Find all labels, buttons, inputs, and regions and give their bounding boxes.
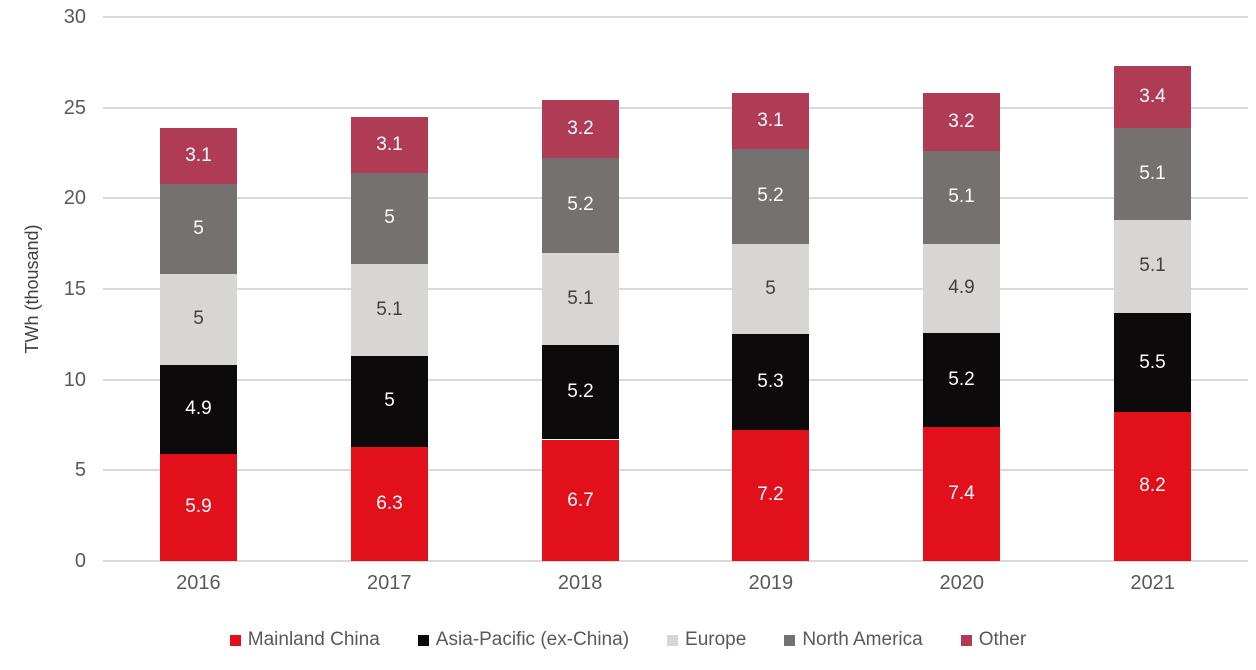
- gridline: [103, 469, 1248, 472]
- bar-segment-north-america: 5.1: [923, 151, 1000, 244]
- bar-segment-asia-pacific-ex-china: 5.3: [732, 334, 809, 431]
- bar-segment-north-america: 5.2: [542, 158, 619, 253]
- y-tick-label: 10: [63, 368, 86, 391]
- bar-segment-asia-pacific-ex-china: 5.2: [542, 345, 619, 440]
- y-tick-label: 25: [63, 96, 86, 119]
- bar-value-label: 3.1: [757, 110, 784, 132]
- y-tick-label: 5: [74, 459, 86, 482]
- bar-value-label: 6.3: [376, 492, 403, 514]
- bar-value-label: 7.4: [948, 482, 975, 504]
- y-tick-label: 20: [63, 187, 86, 210]
- bar-value-label: 3.1: [376, 133, 403, 155]
- legend-item-europe: Europe: [667, 629, 746, 651]
- bar-segment-europe: 5: [160, 274, 237, 366]
- x-tick-label: 2021: [1130, 572, 1175, 594]
- bar-value-label: 5: [384, 390, 395, 412]
- bar-segment-asia-pacific-ex-china: 5.5: [1114, 312, 1191, 413]
- gridline: [103, 378, 1248, 381]
- legend-label: Asia-Pacific (ex-China): [435, 629, 630, 650]
- bar-segment-mainland-china: 6.7: [542, 439, 619, 561]
- legend-label: Europe: [685, 629, 747, 650]
- bar-segment-europe: 5: [732, 243, 809, 335]
- x-tick-label: 2016: [176, 572, 221, 594]
- bar-value-label: 8.2: [1139, 475, 1166, 497]
- bar-segment-mainland-china: 7.4: [923, 426, 1000, 561]
- bar-value-label: 6.7: [567, 489, 594, 511]
- bar-value-label: 5.1: [376, 298, 403, 320]
- bar-value-label: 5: [193, 308, 204, 330]
- bar-value-label: 4.9: [185, 398, 212, 420]
- legend-label: Other: [978, 629, 1027, 650]
- bar-value-label: 5.1: [567, 287, 594, 309]
- bar-value-label: 3.4: [1139, 85, 1166, 107]
- bar-value-label: 5.5: [1139, 351, 1166, 373]
- gridline: [103, 197, 1248, 200]
- bar-segment-mainland-china: 6.3: [351, 446, 428, 561]
- legend-swatch-icon: [417, 634, 429, 646]
- bar-value-label: 5.2: [567, 381, 594, 403]
- gridline: [103, 560, 1248, 562]
- bar-value-label: 5.2: [948, 368, 975, 390]
- bar-segment-north-america: 5.1: [1114, 127, 1191, 221]
- gridline: [103, 106, 1248, 109]
- legend-swatch-icon: [784, 634, 796, 646]
- y-tick-label: 15: [63, 278, 86, 300]
- bar-value-label: 5.3: [757, 371, 784, 393]
- bar-segment-north-america: 5.2: [732, 149, 809, 244]
- bar-segment-europe: 5.1: [351, 263, 428, 357]
- bar-segment-mainland-china: 7.2: [732, 430, 809, 561]
- bar-value-label: 3.2: [567, 118, 594, 140]
- bar-value-label: 4.9: [948, 276, 975, 298]
- legend-item-mainland-china: Mainland China: [229, 629, 380, 651]
- bar-value-label: 5.1: [1139, 162, 1166, 184]
- bar-segment-other: 3.2: [542, 100, 619, 159]
- x-tick-label: 2017: [367, 572, 412, 594]
- gridline: [103, 16, 1248, 18]
- y-tick-label: 0: [74, 550, 86, 572]
- bar-segment-asia-pacific-ex-china: 5: [351, 356, 428, 447]
- bar-value-label: 5.1: [948, 186, 975, 208]
- legend-label: Mainland China: [247, 629, 380, 650]
- bar-segment-other: 3.1: [732, 93, 809, 150]
- bar-value-label: 5.1: [1139, 255, 1166, 277]
- legend-label: North America: [802, 629, 923, 650]
- legend-item-asia-pacific-ex-china: Asia-Pacific (ex-China): [417, 629, 630, 651]
- legend: Mainland China Asia-Pacific (ex-China) Eur…: [0, 629, 1256, 651]
- bar-segment-other: 3.2: [923, 93, 1000, 152]
- bar-value-label: 5: [384, 206, 395, 228]
- bar-segment-other: 3.1: [160, 127, 237, 184]
- bar-value-label: 5: [193, 217, 204, 239]
- bar-value-label: 5.9: [185, 496, 212, 517]
- legend-swatch-icon: [229, 634, 241, 646]
- bar-segment-other: 3.1: [351, 116, 428, 173]
- bar-segment-mainland-china: 8.2: [1114, 412, 1191, 561]
- legend-item-north-america: North America: [784, 629, 923, 651]
- x-tick-label: 2019: [748, 572, 794, 594]
- x-tick-label: 2018: [557, 572, 603, 594]
- bar-segment-asia-pacific-ex-china: 4.9: [160, 365, 237, 454]
- bar-segment-europe: 4.9: [923, 243, 1000, 333]
- bar-segment-other: 3.4: [1114, 65, 1191, 128]
- bar-segment-north-america: 5: [351, 172, 428, 264]
- bar-value-label: 5.2: [567, 194, 594, 216]
- bar-segment-europe: 5.1: [542, 252, 619, 346]
- bar-segment-mainland-china: 5.9: [160, 454, 237, 561]
- bar-value-label: 5: [765, 277, 776, 299]
- bar-segment-europe: 5.1: [1114, 220, 1191, 313]
- bar-value-label: 5.2: [757, 185, 784, 207]
- gridline: [103, 288, 1248, 290]
- legend-swatch-icon: [667, 634, 679, 646]
- y-tick-label: 30: [63, 6, 86, 28]
- x-tick-label: 2020: [939, 572, 985, 594]
- bar-value-label: 3.1: [185, 144, 212, 166]
- bar-segment-north-america: 5: [160, 183, 237, 275]
- bar-segment-asia-pacific-ex-china: 5.2: [923, 332, 1000, 427]
- bar-value-label: 3.2: [948, 111, 975, 133]
- legend-swatch-icon: [960, 634, 972, 646]
- bar-value-label: 7.2: [757, 484, 784, 506]
- legend-item-other: Other: [960, 629, 1027, 651]
